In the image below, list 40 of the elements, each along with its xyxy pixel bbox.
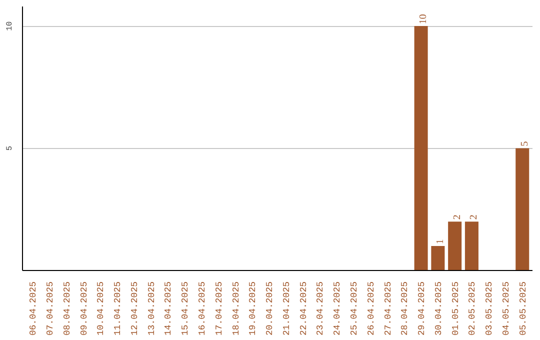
x-tick-label: 15.04.2025 [180, 281, 191, 336]
x-tick-label: 05.05.2025 [518, 281, 528, 336]
data-label: 2 [452, 214, 463, 220]
bar [414, 26, 428, 270]
x-tick-label: 29.04.2025 [417, 281, 428, 336]
data-label: 2 [468, 214, 480, 220]
data-label: 10 [418, 14, 430, 24]
x-tick-label: 11.04.2025 [113, 281, 124, 336]
x-tick-label: 10.04.2025 [96, 281, 106, 336]
bar [516, 148, 530, 270]
x-tick-label: 28.04.2025 [400, 281, 410, 336]
x-tick-label: 12.04.2025 [130, 281, 140, 336]
bar [448, 222, 462, 270]
x-tick-label: 17.04.2025 [214, 281, 224, 336]
x-tick-label: 18.04.2025 [231, 281, 242, 336]
data-label: 5 [519, 141, 530, 146]
x-tick-label: 21.04.2025 [282, 281, 292, 336]
x-tick-label: 16.04.2025 [198, 281, 208, 336]
x-tick-label: 03.05.2025 [484, 281, 495, 336]
x-tick-label: 20.04.2025 [265, 281, 276, 336]
bar [464, 222, 478, 270]
x-tick-label: 23.04.2025 [316, 281, 326, 336]
x-tick-label: 07.04.2025 [46, 281, 56, 336]
x-tick-label: 19.04.2025 [248, 281, 258, 336]
x-tick-label: 09.04.2025 [79, 281, 90, 336]
x-tick-label: 06.04.2025 [28, 281, 39, 336]
x-tick-label: 01.05.2025 [450, 281, 461, 336]
x-tick-label: 30.04.2025 [434, 281, 444, 336]
x-tick-label: 02.05.2025 [468, 281, 478, 336]
x-tick-label: 04.05.2025 [501, 281, 512, 336]
data-label: 1 [434, 239, 446, 244]
x-tick-label: 26.04.2025 [366, 281, 376, 336]
bar [431, 246, 445, 270]
x-tick-label: 27.04.2025 [383, 281, 394, 336]
x-tick-label: 25.04.2025 [349, 281, 360, 336]
x-tick-label: 13.04.2025 [146, 281, 157, 336]
x-tick-label: 14.04.2025 [164, 281, 174, 336]
x-tick-label: 24.04.2025 [332, 281, 343, 336]
x-tick-label: 08.04.2025 [62, 281, 72, 336]
x-tick-label: 22.04.2025 [298, 281, 309, 336]
